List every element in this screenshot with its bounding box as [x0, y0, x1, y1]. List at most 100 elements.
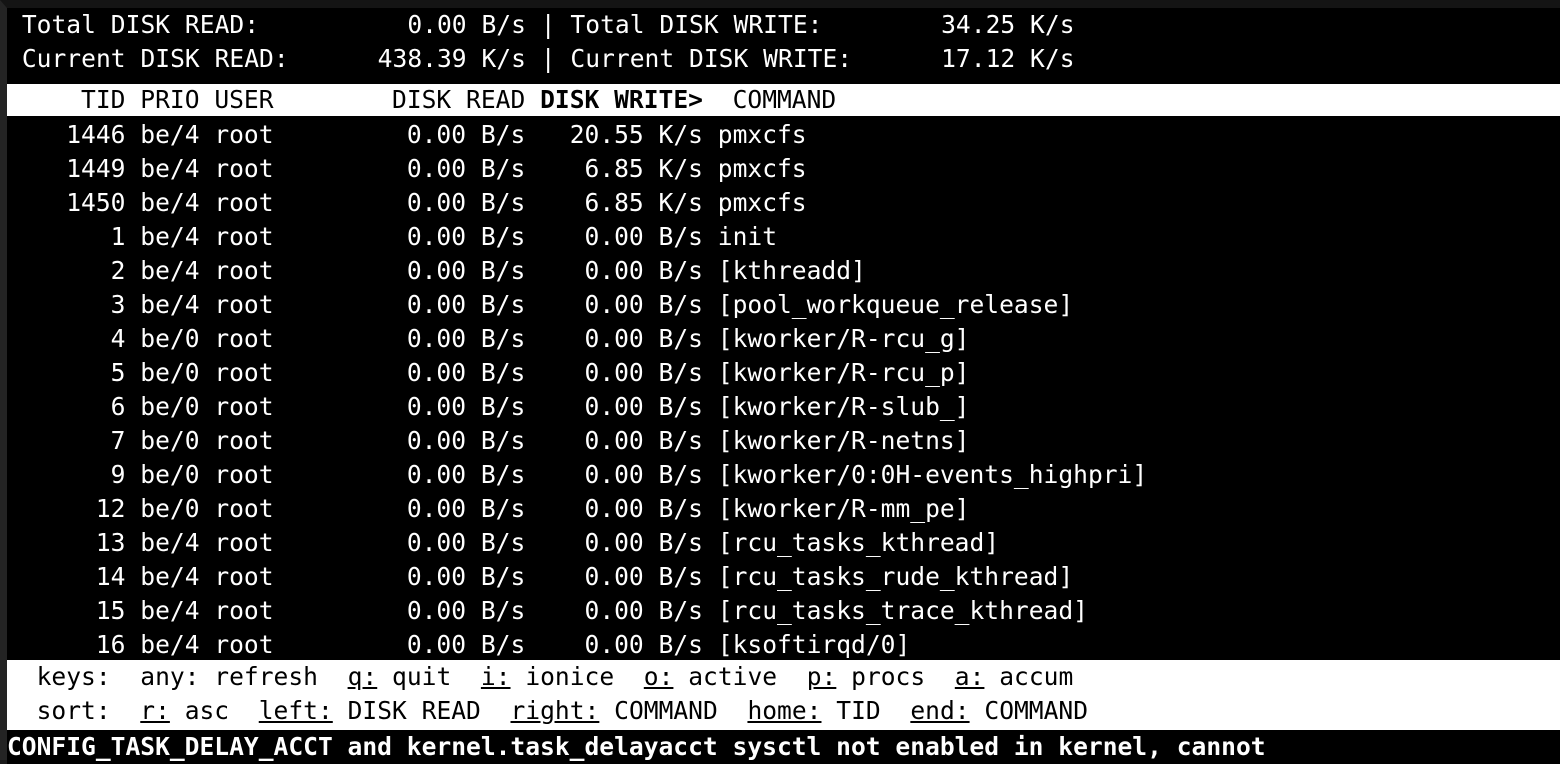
table-column-header[interactable]: TID PRIO USER DISK READ DISK WRITE> COMM… — [7, 84, 1560, 116]
footer-sort-char-right: right: — [510, 696, 600, 725]
table-row[interactable]: 1 be/4 root 0.00 B/s 0.00 B/s init — [7, 220, 1560, 254]
cell-disk-write: 20.55 K/s — [525, 120, 703, 149]
cell-command: [kthreadd] — [702, 256, 866, 285]
col-header-command[interactable]: COMMAND — [702, 85, 837, 114]
cell-disk-read: 0.00 B/s — [377, 120, 526, 149]
cell-user: root — [199, 494, 378, 523]
col-header-user[interactable]: USER — [199, 85, 378, 114]
footer-sort-r[interactable]: r: asc — [140, 696, 229, 725]
footer-sort-char-r: r: — [140, 696, 170, 725]
table-row[interactable]: 6 be/0 root 0.00 B/s 0.00 B/s [kworker/R… — [7, 390, 1560, 424]
footer-key-procs[interactable]: p: procs — [807, 662, 925, 691]
cell-disk-write: 0.00 B/s — [525, 222, 703, 251]
cell-prio: be/0 — [125, 426, 200, 455]
table-row[interactable]: 9 be/0 root 0.00 B/s 0.00 B/s [kworker/0… — [7, 458, 1560, 492]
table-row[interactable]: 1449 be/4 root 0.00 B/s 6.85 K/s pmxcfs — [7, 152, 1560, 186]
table-row[interactable]: 3 be/4 root 0.00 B/s 0.00 B/s [pool_work… — [7, 288, 1560, 322]
table-row[interactable]: 2 be/4 root 0.00 B/s 0.00 B/s [kthreadd] — [7, 254, 1560, 288]
cell-disk-write: 0.00 B/s — [525, 562, 703, 591]
cell-tid: 5 — [7, 358, 126, 387]
footer-gap — [481, 696, 511, 725]
footer-key-quit[interactable]: q: quit — [348, 662, 452, 691]
cell-tid: 4 — [7, 324, 126, 353]
cell-prio: be/4 — [125, 222, 200, 251]
cell-disk-write: 0.00 B/s — [525, 426, 703, 455]
cell-prio: be/4 — [125, 562, 200, 591]
table-row[interactable]: 5 be/0 root 0.00 B/s 0.00 B/s [kworker/R… — [7, 356, 1560, 390]
current-disk-write: Current DISK WRITE: 17.12 K/s — [555, 44, 1075, 73]
cell-user: root — [199, 460, 378, 489]
table-row[interactable]: 12 be/0 root 0.00 B/s 0.00 B/s [kworker/… — [7, 492, 1560, 526]
col-header-prio[interactable]: PRIO — [125, 85, 200, 114]
status-message-row: CONFIG_TASK_DELAY_ACCT and kernel.task_d… — [7, 730, 1560, 764]
footer-key-ionice[interactable]: i: ionice — [481, 662, 614, 691]
table-row[interactable]: 1450 be/4 root 0.00 B/s 6.85 K/s pmxcfs — [7, 186, 1560, 220]
cell-disk-write: 0.00 B/s — [525, 290, 703, 319]
table-row[interactable]: 13 be/4 root 0.00 B/s 0.00 B/s [rcu_task… — [7, 526, 1560, 560]
footer-sort-end[interactable]: end: COMMAND — [910, 696, 1088, 725]
cell-prio: be/4 — [125, 630, 200, 659]
footer-sort-action-left: DISK READ — [332, 696, 481, 725]
cell-user: root — [199, 256, 378, 285]
footer-gap — [718, 696, 748, 725]
table-row[interactable]: 16 be/4 root 0.00 B/s 0.00 B/s [ksoftirq… — [7, 628, 1560, 662]
table-row[interactable]: 7 be/0 root 0.00 B/s 0.00 B/s [kworker/R… — [7, 424, 1560, 458]
cell-disk-read: 0.00 B/s — [377, 154, 526, 183]
cell-prio: be/0 — [125, 392, 200, 421]
cell-tid: 2 — [7, 256, 126, 285]
cell-user: root — [199, 392, 378, 421]
cell-command: [pool_workqueue_release] — [702, 290, 1074, 319]
cell-command: [kworker/R-mm_pe] — [702, 494, 970, 523]
footer-sort-char-home: home: — [747, 696, 822, 725]
table-row[interactable]: 14 be/4 root 0.00 B/s 0.00 B/s [rcu_task… — [7, 560, 1560, 594]
col-header-disk-read[interactable]: DISK READ — [377, 85, 526, 114]
cell-tid: 6 — [7, 392, 126, 421]
cell-command: [kworker/0:0H-events_highpri] — [702, 460, 1148, 489]
footer-sort-char-end: end: — [910, 696, 970, 725]
footer-gap — [881, 696, 911, 725]
footer-key-action-refresh: refresh — [199, 662, 318, 691]
footer-keys-content[interactable]: keys: any: refresh q: quit i: ionice o: … — [7, 662, 1074, 691]
cell-tid: 1 — [7, 222, 126, 251]
col-header-disk-write[interactable]: DISK WRITE> — [525, 85, 703, 114]
footer-key-active[interactable]: o: active — [644, 662, 777, 691]
cell-disk-read: 0.00 B/s — [377, 188, 526, 217]
cell-command: [rcu_tasks_kthread] — [702, 528, 1000, 557]
cell-disk-write: 6.85 K/s — [525, 188, 703, 217]
footer-sort-right[interactable]: right: COMMAND — [511, 696, 718, 725]
cell-disk-read: 0.00 B/s — [377, 426, 526, 455]
cell-user: root — [199, 562, 378, 591]
footer-sort-label: sort: — [7, 696, 141, 725]
col-header-tid[interactable]: TID — [7, 85, 126, 114]
footer-key-accum[interactable]: a: accum — [955, 662, 1073, 691]
cell-disk-write: 0.00 B/s — [525, 460, 703, 489]
cell-prio: be/0 — [125, 460, 200, 489]
cell-tid: 13 — [7, 528, 126, 557]
footer-sort-left[interactable]: left: DISK READ — [259, 696, 481, 725]
footer-sort-content[interactable]: sort: r: asc left: DISK READ right: COMM… — [7, 696, 1088, 725]
iotop-screen: Total DISK READ: 0.00 B/s | Total DISK W… — [7, 8, 1560, 764]
footer-key-action-accum: accum — [984, 662, 1074, 691]
cell-prio: be/4 — [125, 596, 200, 625]
cell-disk-read: 0.00 B/s — [377, 494, 526, 523]
footer-sort-char-left: left: — [258, 696, 333, 725]
footer-key-action-procs: procs — [836, 662, 926, 691]
cell-disk-read: 0.00 B/s — [377, 290, 526, 319]
footer-key-refresh[interactable]: any: refresh — [140, 662, 318, 691]
cell-prio: be/4 — [125, 290, 200, 319]
table-row[interactable]: 15 be/4 root 0.00 B/s 0.00 B/s [rcu_task… — [7, 594, 1560, 628]
cell-command: [kworker/R-netns] — [702, 426, 970, 455]
cell-user: root — [199, 596, 378, 625]
cell-prio: be/4 — [125, 528, 200, 557]
total-disk-write: Total DISK WRITE: 34.25 K/s — [555, 10, 1075, 39]
cell-tid: 9 — [7, 460, 126, 489]
footer-sort-action-r: asc — [169, 696, 230, 725]
summary-separator-2: | — [540, 44, 556, 73]
cell-command: [rcu_tasks_rude_kthread] — [702, 562, 1074, 591]
table-row[interactable]: 1446 be/4 root 0.00 B/s 20.55 K/s pmxcfs — [7, 118, 1560, 152]
footer-sort-home[interactable]: home: TID — [747, 696, 880, 725]
footer-gap — [777, 662, 807, 691]
cell-disk-write: 0.00 B/s — [525, 596, 703, 625]
table-row[interactable]: 4 be/0 root 0.00 B/s 0.00 B/s [kworker/R… — [7, 322, 1560, 356]
